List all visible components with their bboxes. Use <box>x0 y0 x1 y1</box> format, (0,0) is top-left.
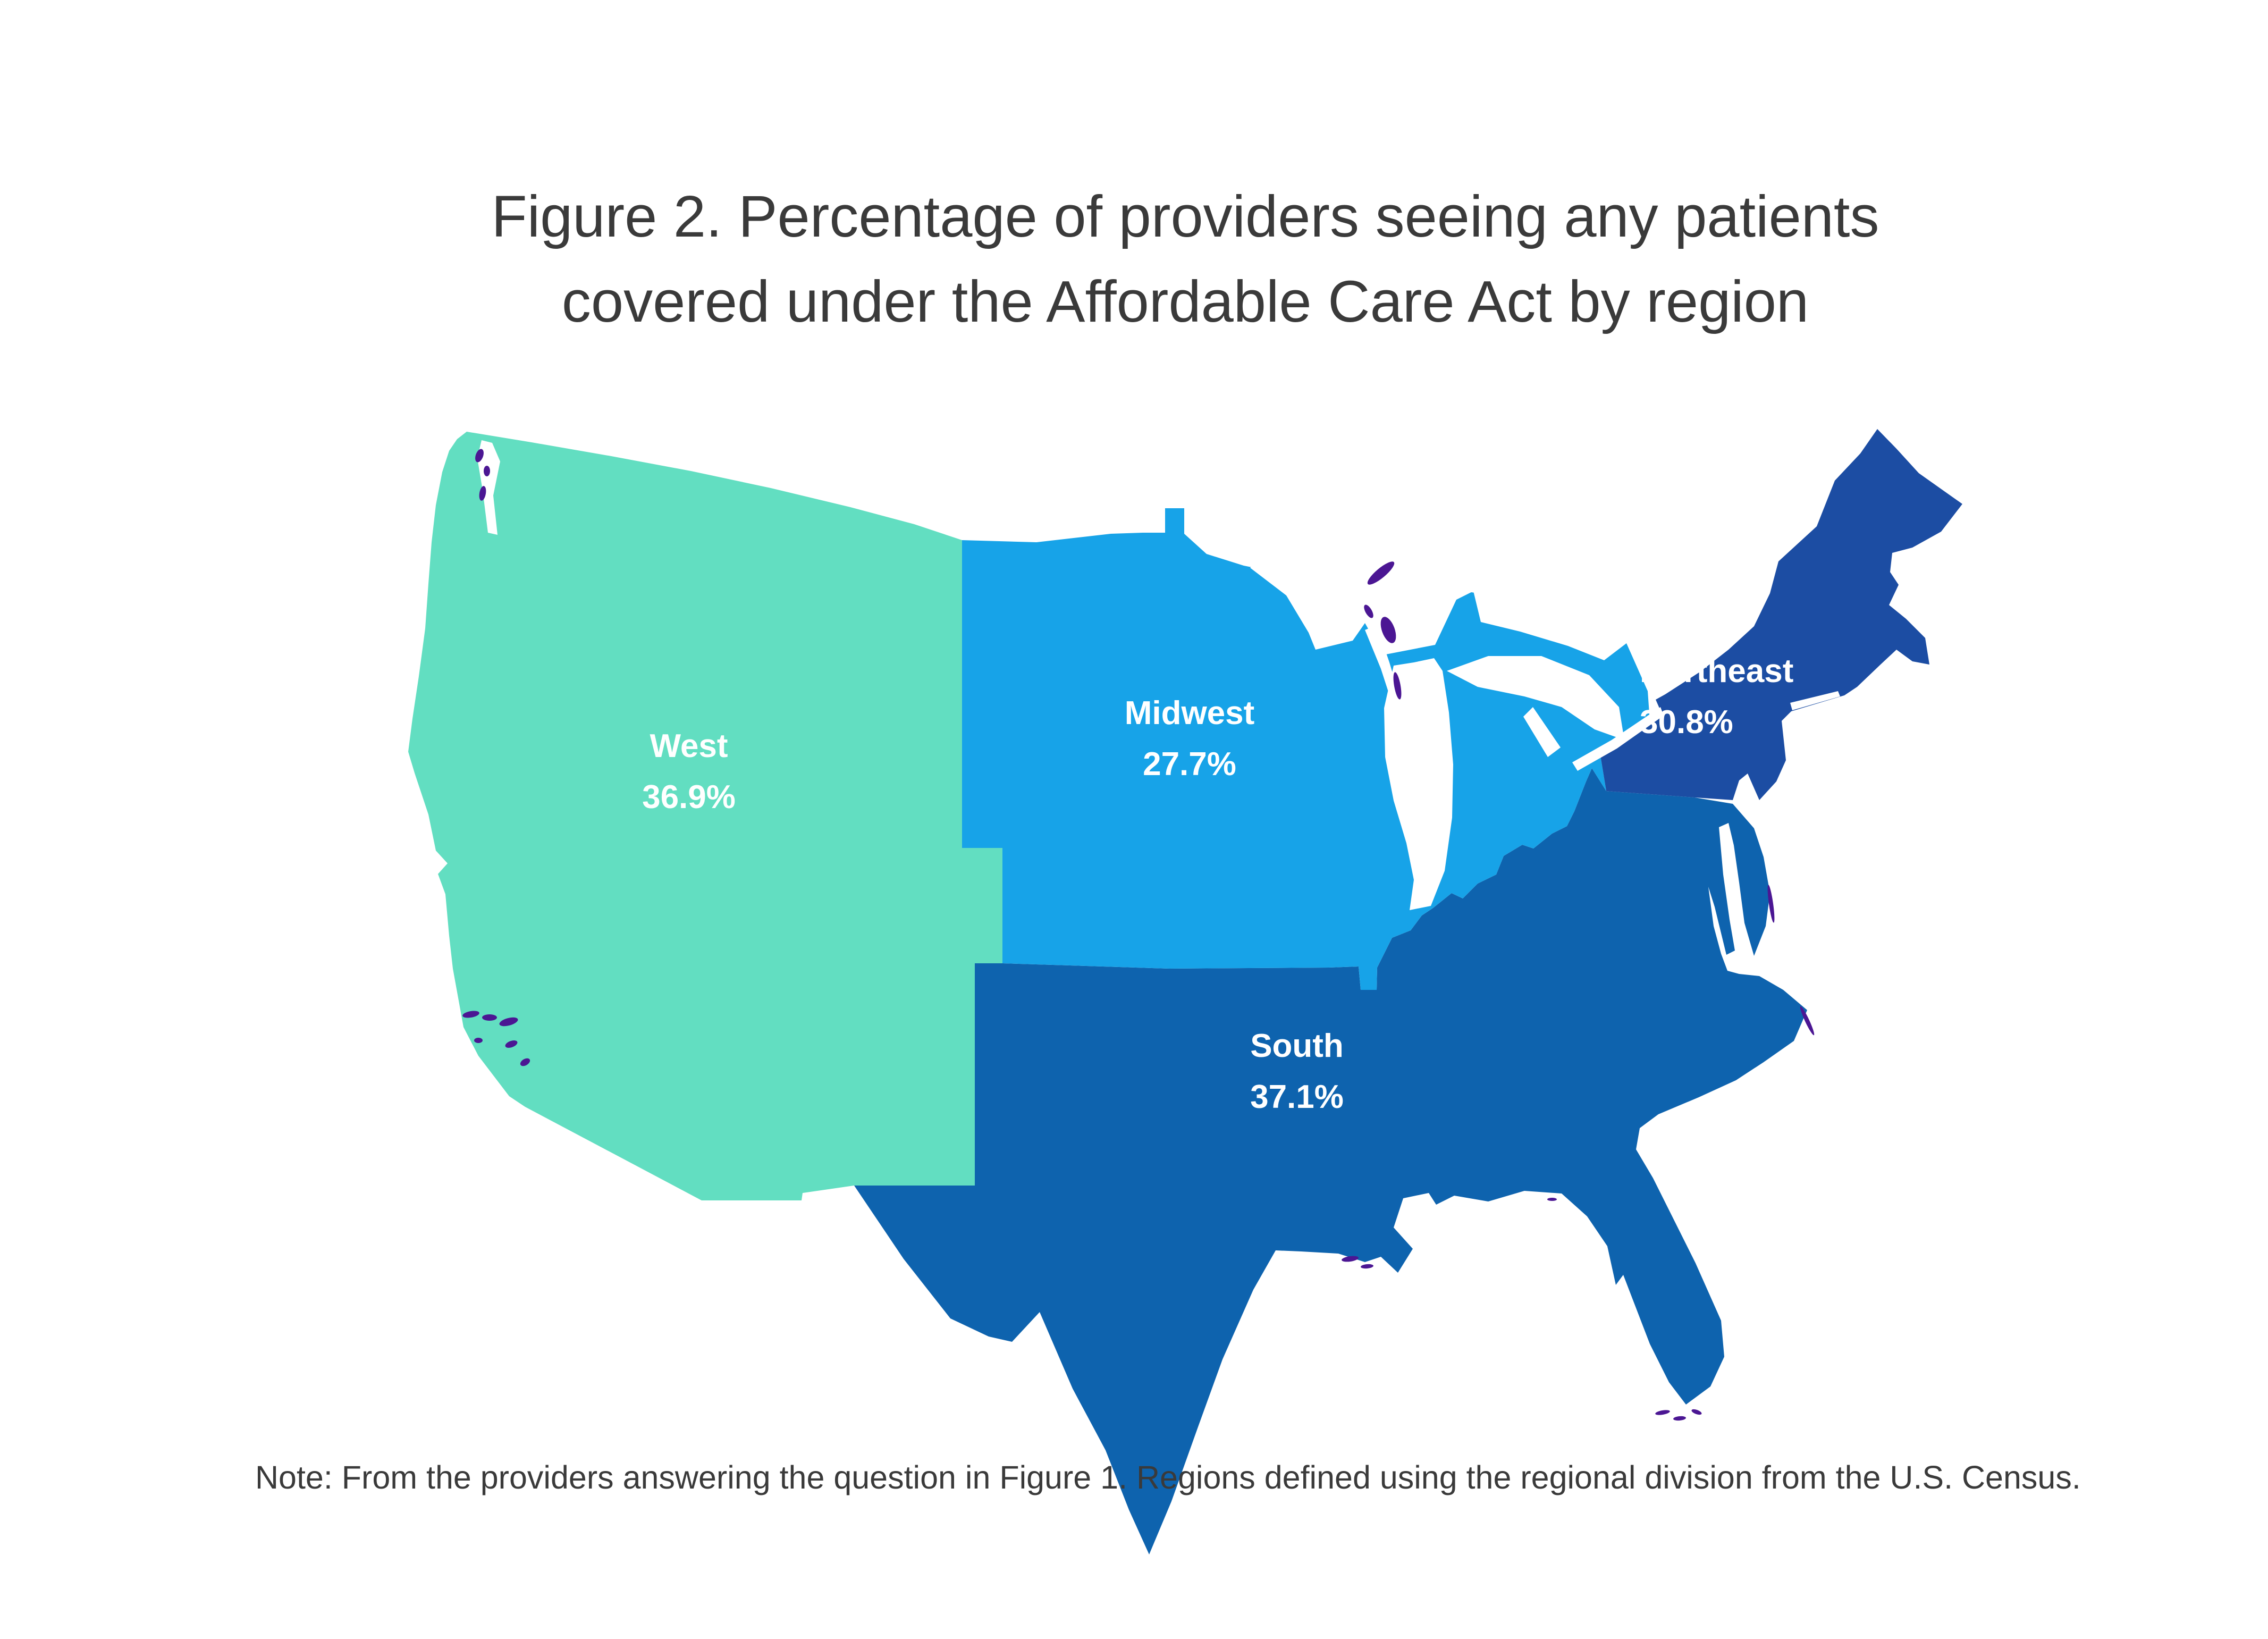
region-northeast-shape <box>1600 429 1962 800</box>
florida-key <box>1691 1409 1702 1415</box>
lake-superior <box>1250 526 1626 660</box>
lake-michigan <box>1384 658 1453 910</box>
region-label-west-name: West <box>650 728 728 764</box>
region-midwest-shape <box>962 508 1650 990</box>
region-label-south-value: 37.1% <box>1250 1079 1344 1115</box>
isle-royale-island <box>1367 561 1395 585</box>
lake-erie <box>1572 707 1664 771</box>
channel-island <box>482 1014 497 1021</box>
san-juan-island <box>475 449 484 463</box>
channel-island <box>474 1038 483 1043</box>
san-juan-island <box>484 466 490 476</box>
gulf-barrier-island <box>1547 1198 1557 1201</box>
channel-island <box>520 1058 530 1066</box>
figure-title-line-1: Figure 2. Percentage of providers seeing… <box>492 184 1879 249</box>
saginaw-bay <box>1523 707 1561 757</box>
region-label-midwest-name: Midwest <box>1125 695 1255 732</box>
region-west-shape <box>408 432 1002 1200</box>
superior-islet <box>1364 604 1373 618</box>
lake-huron <box>1447 656 1624 740</box>
region-label-south-name: South <box>1250 1028 1344 1064</box>
figure-title-line-2: covered under the Affordable Care Act by… <box>562 269 1809 334</box>
outer-banks-island <box>1800 1006 1815 1036</box>
channel-island <box>499 1017 518 1027</box>
manitou-island <box>1393 672 1402 700</box>
san-juan-island <box>479 486 486 501</box>
long-island-sound <box>1790 691 1840 710</box>
region-label-midwest-value: 27.7% <box>1143 746 1236 783</box>
florida-key <box>1673 1416 1686 1421</box>
assateague-island <box>1767 885 1775 923</box>
apostle-island <box>1380 617 1396 643</box>
region-label-northeast-name: Northeast <box>1640 653 1793 690</box>
region-south-shape <box>854 768 1807 1554</box>
island-group <box>462 449 1815 1421</box>
louisiana-marsh-island <box>1361 1264 1373 1269</box>
louisiana-marsh-island <box>1342 1256 1359 1262</box>
puget-sound <box>477 440 500 535</box>
channel-island <box>462 1011 479 1018</box>
region-label-west-value: 36.9% <box>642 779 736 816</box>
figure-note: Note: From the providers answering the q… <box>255 1459 2081 1495</box>
region-label-northeast-value: 30.8% <box>1640 704 1733 741</box>
channel-island <box>505 1040 518 1048</box>
florida-key <box>1655 1410 1670 1415</box>
